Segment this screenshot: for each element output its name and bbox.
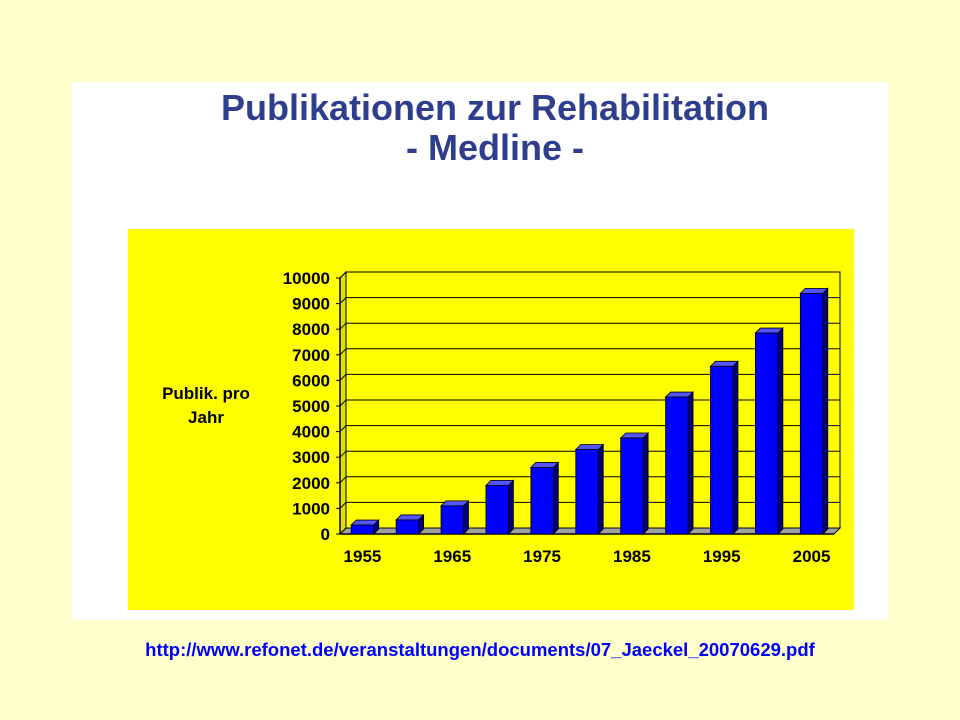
bar-side xyxy=(642,432,649,535)
bar-1975 xyxy=(530,467,554,535)
title-line-1: Publikationen zur Rehabilitation xyxy=(220,87,770,128)
y-tick-label: 1000 xyxy=(292,499,330,518)
bar-top xyxy=(619,432,650,439)
source-link[interactable]: http://www.refonet.de/veranstaltungen/do… xyxy=(145,639,815,660)
y-axis-label-line-2: Jahr xyxy=(188,408,224,427)
bar-side xyxy=(597,443,604,535)
bar-1960 xyxy=(395,519,419,535)
bar-top xyxy=(754,327,784,334)
title-line-2: - Medline - xyxy=(406,127,584,168)
gridline-side xyxy=(339,271,347,279)
bar-side xyxy=(777,327,784,535)
gridline-side xyxy=(339,374,347,381)
y-tick-label: 6000 xyxy=(292,371,330,390)
bar-1995 xyxy=(710,365,734,535)
y-axis-label-line-1: Publik. pro xyxy=(162,384,250,403)
y-tick-label: 8000 xyxy=(292,320,330,339)
bar-1970 xyxy=(485,484,509,535)
bar-top xyxy=(709,360,739,367)
y-tick-label: 10000 xyxy=(283,269,330,288)
bar-top xyxy=(799,287,829,294)
bar-1980 xyxy=(575,449,599,535)
bar-top xyxy=(664,391,695,398)
bar-top xyxy=(350,519,380,526)
bar-top xyxy=(440,500,470,507)
x-tick-label: 1985 xyxy=(613,547,651,566)
bar-side xyxy=(822,287,829,535)
bar-2005 xyxy=(799,292,824,535)
bar-side xyxy=(687,391,694,535)
y-tick-label: 0 xyxy=(321,525,330,544)
bar-side xyxy=(508,479,514,535)
y-tick-label: 5000 xyxy=(292,397,330,416)
bar-top xyxy=(529,462,560,468)
y-axis-label: Publik. pro Jahr xyxy=(146,382,266,430)
x-tick-label: 1995 xyxy=(703,547,741,566)
y-tick-label: 7000 xyxy=(292,346,330,365)
bar-side xyxy=(552,461,559,535)
y-tick-label: 4000 xyxy=(292,423,330,442)
gridline-side xyxy=(339,425,347,432)
gridline-side xyxy=(339,348,347,356)
gridline-side xyxy=(339,322,347,330)
x-tick-label: 2005 xyxy=(793,547,831,566)
bar-1965 xyxy=(440,505,464,535)
gridline-side xyxy=(339,450,347,458)
bar-top xyxy=(484,479,515,486)
gridline-side xyxy=(339,502,347,509)
bar-top xyxy=(574,444,605,450)
y-tick-label: 2000 xyxy=(292,474,330,493)
x-tick-label: 1975 xyxy=(523,547,561,566)
gridline-side xyxy=(339,476,347,484)
gridline-side xyxy=(339,399,347,407)
bar-2000 xyxy=(755,332,779,535)
slide-title: Publikationen zur Rehabilitation - Medli… xyxy=(72,88,888,168)
x-tick-label: 1965 xyxy=(433,547,471,566)
bar-side xyxy=(463,499,469,535)
x-tick-label: 1955 xyxy=(344,547,382,566)
bar-side xyxy=(732,360,739,535)
bar-1955 xyxy=(350,524,375,535)
gridline-side xyxy=(339,297,347,304)
bar-top xyxy=(395,514,425,521)
y-tick-label: 3000 xyxy=(292,448,330,467)
bar-1990 xyxy=(665,396,689,535)
bar-1985 xyxy=(620,437,644,535)
y-tick-label: 9000 xyxy=(292,295,330,314)
